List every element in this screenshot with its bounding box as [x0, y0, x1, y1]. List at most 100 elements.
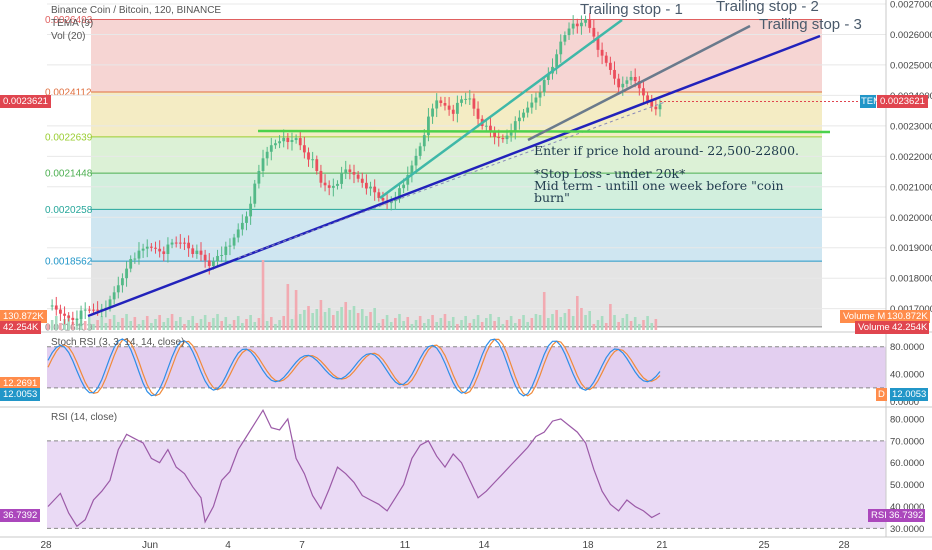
time-axis-tick: 14	[478, 540, 490, 550]
rsi-title[interactable]: RSI (14, close)	[51, 412, 118, 423]
candle-body	[282, 137, 286, 142]
candle-body	[269, 145, 273, 152]
volume-bar	[104, 323, 108, 330]
volume-bar	[315, 309, 319, 330]
candle-body	[600, 49, 604, 56]
volume-bar	[580, 308, 583, 330]
candle-body	[79, 310, 83, 319]
volume-bar	[596, 320, 600, 330]
volume-indicator-label[interactable]: Vol (20)	[51, 31, 86, 42]
candle-body	[526, 107, 530, 113]
candle-body	[129, 259, 133, 269]
volume-bar	[241, 323, 244, 330]
candle-body	[571, 23, 575, 29]
candle-body	[340, 172, 343, 184]
volume-bar	[638, 324, 641, 330]
volume-bar	[567, 309, 571, 330]
volume-bar	[443, 314, 447, 330]
candle-body	[356, 174, 360, 179]
candle-body	[228, 245, 232, 247]
volume-bar	[518, 319, 521, 330]
left-rsi-tag: 36.7392	[0, 509, 41, 522]
candle-body	[137, 250, 141, 259]
volume-bar	[551, 314, 554, 330]
candle-body	[468, 98, 472, 100]
stoch-rsi-title[interactable]: Stoch RSI (3, 3, 14, 14, close)	[51, 337, 185, 348]
candle-body	[542, 80, 546, 93]
fib-level-label: 0.0021448	[45, 169, 93, 180]
tema-indicator-label[interactable]: TEMA (9)	[51, 18, 94, 29]
candle-body	[546, 73, 550, 81]
candle-body	[621, 83, 625, 88]
candle-body	[608, 62, 612, 70]
candle-body	[629, 76, 633, 81]
volume-tag-value: 42.254K	[890, 321, 930, 334]
volume-bar	[534, 314, 538, 330]
volume-bar	[489, 314, 492, 330]
volume-bar	[282, 316, 286, 330]
volume-bar	[166, 318, 170, 330]
volume-bar	[460, 320, 463, 330]
volume-bar	[212, 318, 215, 330]
stoch-k-line	[47, 338, 661, 397]
volume-bar	[348, 310, 352, 330]
candle-body	[344, 169, 348, 173]
price-axis-tick: 0.0018000	[890, 274, 932, 285]
volume-bar	[228, 324, 232, 330]
volume-bar	[323, 312, 327, 330]
price-axis-tick: 0.0026000	[890, 30, 932, 41]
stoch-d-tag-label: D	[876, 388, 887, 401]
volume-bar	[493, 321, 496, 330]
volume-ma-tag-label: Volume MA	[840, 310, 895, 323]
volume-tag-label: Volume	[855, 321, 893, 334]
candle-body	[398, 188, 401, 200]
mid-term-note-line-1: Mid term - untill one week before "coin	[534, 178, 784, 193]
volume-bar	[451, 317, 455, 330]
volume-bar	[133, 317, 137, 330]
volume-bar	[46, 324, 50, 330]
volume-bar	[542, 292, 546, 330]
candle-body	[373, 186, 377, 193]
candle-body	[637, 81, 641, 89]
candle-body	[563, 35, 567, 42]
volume-bar	[319, 300, 323, 330]
candle-body	[191, 248, 195, 254]
price-axis-tick: 0.0025000	[890, 60, 932, 71]
candle-body	[83, 309, 87, 311]
candle-body	[108, 299, 112, 308]
volume-bar	[162, 322, 166, 330]
candle-body	[352, 172, 356, 175]
volume-bar	[108, 319, 112, 330]
candle-body	[149, 246, 153, 248]
rsi-band	[47, 440, 886, 529]
candle-body	[224, 246, 228, 255]
volume-bar	[431, 315, 434, 330]
volume-bar	[402, 321, 405, 330]
fib-level-label: 0.0024112	[45, 87, 92, 98]
candle-body	[633, 76, 637, 82]
time-axis-tick: 18	[582, 540, 594, 550]
volume-bar	[571, 316, 575, 330]
volume-bar	[365, 316, 368, 330]
candle-body	[509, 132, 513, 136]
volume-bar	[642, 320, 645, 330]
volume-bar	[203, 315, 207, 330]
candle-body	[658, 104, 662, 110]
candle-body	[555, 54, 559, 67]
volume-bar	[480, 322, 484, 330]
candle-body	[427, 116, 430, 136]
symbol-title: Binance Coin / Bitcoin, 120, BINANCE	[51, 5, 222, 16]
volume-bar	[92, 324, 95, 330]
volume-bar	[427, 319, 430, 330]
volume-bar	[435, 322, 439, 330]
volume-bar	[352, 306, 356, 330]
volume-bar	[468, 323, 472, 330]
candle-body	[92, 309, 95, 311]
volume-bar	[303, 310, 306, 330]
candle-body	[166, 244, 170, 254]
volume-bar	[129, 321, 133, 330]
time-axis-tick: Jun	[142, 540, 158, 550]
candle-body	[71, 317, 75, 320]
